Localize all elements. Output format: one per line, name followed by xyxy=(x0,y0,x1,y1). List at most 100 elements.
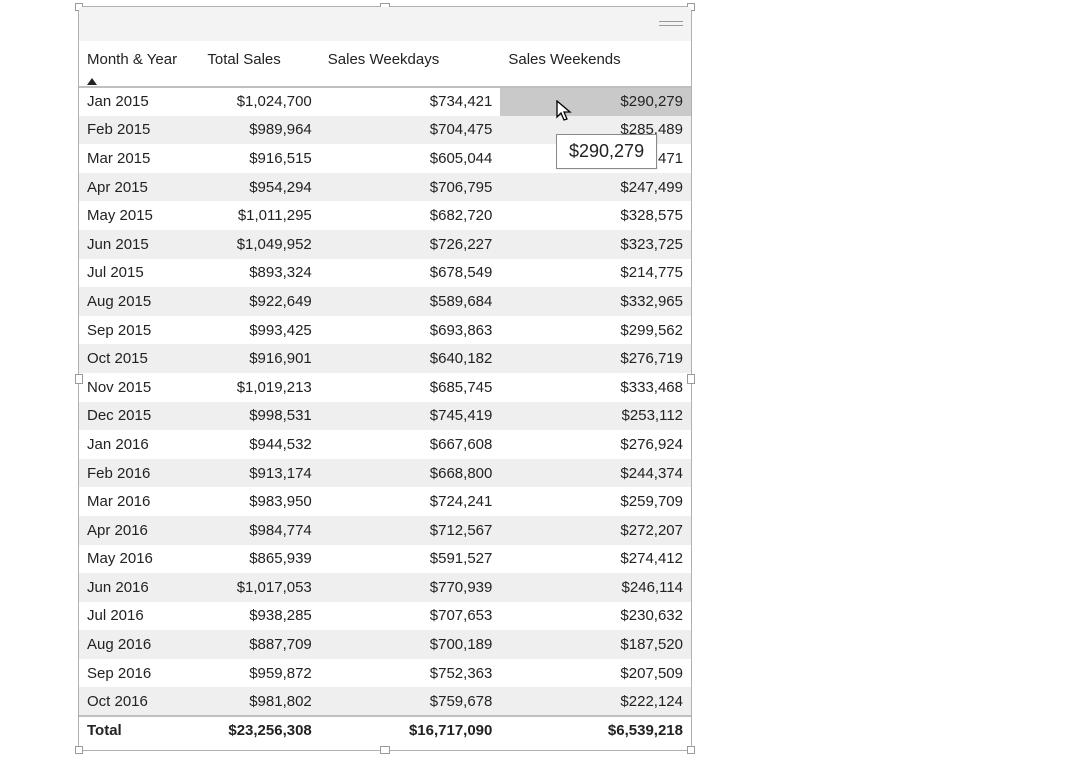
resize-handle-right[interactable] xyxy=(687,374,695,384)
value-cell[interactable]: $993,425 xyxy=(199,316,319,345)
value-cell[interactable]: $954,294 xyxy=(199,173,319,202)
value-cell[interactable]: $222,124 xyxy=(500,687,691,716)
resize-handle-bottom[interactable] xyxy=(380,746,390,754)
row-label-cell[interactable]: May 2015 xyxy=(79,201,199,230)
value-cell[interactable]: $259,709 xyxy=(500,487,691,516)
value-cell[interactable]: $759,678 xyxy=(320,687,501,716)
value-cell[interactable]: $916,515 xyxy=(199,144,319,173)
value-cell[interactable]: $276,719 xyxy=(500,344,691,373)
row-label-cell[interactable]: Jul 2016 xyxy=(79,602,199,631)
row-label-cell[interactable]: Jun 2016 xyxy=(79,573,199,602)
row-label-cell[interactable]: Dec 2015 xyxy=(79,402,199,431)
row-label-cell[interactable]: Nov 2015 xyxy=(79,373,199,402)
row-label-cell[interactable]: Feb 2015 xyxy=(79,116,199,145)
column-header-total-sales[interactable]: Total Sales xyxy=(199,41,319,87)
row-label-cell[interactable]: Jan 2016 xyxy=(79,430,199,459)
visual-header-bar[interactable] xyxy=(79,7,691,41)
value-cell[interactable]: $752,363 xyxy=(320,659,501,688)
value-cell[interactable]: $726,227 xyxy=(320,230,501,259)
row-label-cell[interactable]: Oct 2016 xyxy=(79,687,199,716)
row-label-cell[interactable]: Apr 2016 xyxy=(79,516,199,545)
value-cell[interactable]: $323,725 xyxy=(500,230,691,259)
value-cell[interactable]: $272,207 xyxy=(500,516,691,545)
resize-handle-bottom-right[interactable] xyxy=(687,746,695,754)
value-cell[interactable]: $276,924 xyxy=(500,430,691,459)
value-cell[interactable]: $1,049,952 xyxy=(199,230,319,259)
resize-handle-left[interactable] xyxy=(75,374,83,384)
row-label-cell[interactable]: Mar 2015 xyxy=(79,144,199,173)
value-cell[interactable]: $922,649 xyxy=(199,287,319,316)
row-label-cell[interactable]: Apr 2015 xyxy=(79,173,199,202)
value-cell[interactable]: $332,965 xyxy=(500,287,691,316)
value-cell[interactable]: $712,567 xyxy=(320,516,501,545)
value-cell[interactable]: $290,279 xyxy=(500,87,691,116)
value-cell[interactable]: $693,863 xyxy=(320,316,501,345)
drag-grip-icon[interactable] xyxy=(659,21,683,26)
value-cell[interactable]: $893,324 xyxy=(199,259,319,288)
value-cell[interactable]: $207,509 xyxy=(500,659,691,688)
row-label-cell[interactable]: Aug 2016 xyxy=(79,630,199,659)
value-cell[interactable]: $187,520 xyxy=(500,630,691,659)
value-cell[interactable]: $707,653 xyxy=(320,602,501,631)
column-header-sales-weekends[interactable]: Sales Weekends xyxy=(500,41,691,87)
value-cell[interactable]: $706,795 xyxy=(320,173,501,202)
value-cell[interactable]: $865,939 xyxy=(199,545,319,574)
row-label-cell[interactable]: Sep 2015 xyxy=(79,316,199,345)
row-label-cell[interactable]: Feb 2016 xyxy=(79,459,199,488)
value-cell[interactable]: $682,720 xyxy=(320,201,501,230)
value-cell[interactable]: $605,044 xyxy=(320,144,501,173)
column-header-month-year[interactable]: Month & Year xyxy=(79,41,199,87)
value-cell[interactable]: $328,575 xyxy=(500,201,691,230)
value-cell[interactable]: $333,468 xyxy=(500,373,691,402)
value-cell[interactable]: $913,174 xyxy=(199,459,319,488)
value-cell[interactable]: $989,964 xyxy=(199,116,319,145)
value-cell[interactable]: $724,241 xyxy=(320,487,501,516)
value-cell[interactable]: $246,114 xyxy=(500,573,691,602)
value-cell[interactable]: $247,499 xyxy=(500,173,691,202)
value-cell[interactable]: $1,011,295 xyxy=(199,201,319,230)
value-cell[interactable]: $984,774 xyxy=(199,516,319,545)
value-cell[interactable]: $230,632 xyxy=(500,602,691,631)
value-cell[interactable]: $745,419 xyxy=(320,402,501,431)
table-row: Sep 2016$959,872$752,363$207,509 xyxy=(79,659,691,688)
row-label-cell[interactable]: Oct 2015 xyxy=(79,344,199,373)
value-cell[interactable]: $640,182 xyxy=(320,344,501,373)
value-cell[interactable]: $983,950 xyxy=(199,487,319,516)
value-cell[interactable]: $244,374 xyxy=(500,459,691,488)
value-cell[interactable]: $981,802 xyxy=(199,687,319,716)
value-cell[interactable]: $589,684 xyxy=(320,287,501,316)
value-cell[interactable]: $667,608 xyxy=(320,430,501,459)
value-cell[interactable]: $678,549 xyxy=(320,259,501,288)
matrix-visual-container[interactable]: Month & Year Total Sales Sales Weekdays … xyxy=(78,6,692,751)
value-cell[interactable]: $1,017,053 xyxy=(199,573,319,602)
row-label-cell[interactable]: May 2016 xyxy=(79,545,199,574)
value-cell[interactable]: $591,527 xyxy=(320,545,501,574)
value-cell[interactable]: $274,412 xyxy=(500,545,691,574)
value-cell[interactable]: $668,800 xyxy=(320,459,501,488)
value-cell[interactable]: $959,872 xyxy=(199,659,319,688)
value-cell[interactable]: $887,709 xyxy=(199,630,319,659)
column-header-sales-weekdays[interactable]: Sales Weekdays xyxy=(320,41,501,87)
row-label-cell[interactable]: Jun 2015 xyxy=(79,230,199,259)
value-cell[interactable]: $214,775 xyxy=(500,259,691,288)
row-label-cell[interactable]: Sep 2016 xyxy=(79,659,199,688)
row-label-cell[interactable]: Jan 2015 xyxy=(79,87,199,116)
row-label-cell[interactable]: Aug 2015 xyxy=(79,287,199,316)
value-cell[interactable]: $916,901 xyxy=(199,344,319,373)
value-cell[interactable]: $685,745 xyxy=(320,373,501,402)
value-cell[interactable]: $998,531 xyxy=(199,402,319,431)
row-label-cell[interactable]: Mar 2016 xyxy=(79,487,199,516)
value-cell[interactable]: $1,024,700 xyxy=(199,87,319,116)
resize-handle-bottom-left[interactable] xyxy=(75,746,83,754)
value-cell[interactable]: $770,939 xyxy=(320,573,501,602)
value-cell[interactable]: $734,421 xyxy=(320,87,501,116)
value-cell[interactable]: $1,019,213 xyxy=(199,373,319,402)
value-cell[interactable]: $253,112 xyxy=(500,402,691,431)
value-cell[interactable]: $938,285 xyxy=(199,602,319,631)
table-row: Apr 2016$984,774$712,567$272,207 xyxy=(79,516,691,545)
value-cell[interactable]: $944,532 xyxy=(199,430,319,459)
value-cell[interactable]: $299,562 xyxy=(500,316,691,345)
value-cell[interactable]: $704,475 xyxy=(320,116,501,145)
row-label-cell[interactable]: Jul 2015 xyxy=(79,259,199,288)
value-cell[interactable]: $700,189 xyxy=(320,630,501,659)
